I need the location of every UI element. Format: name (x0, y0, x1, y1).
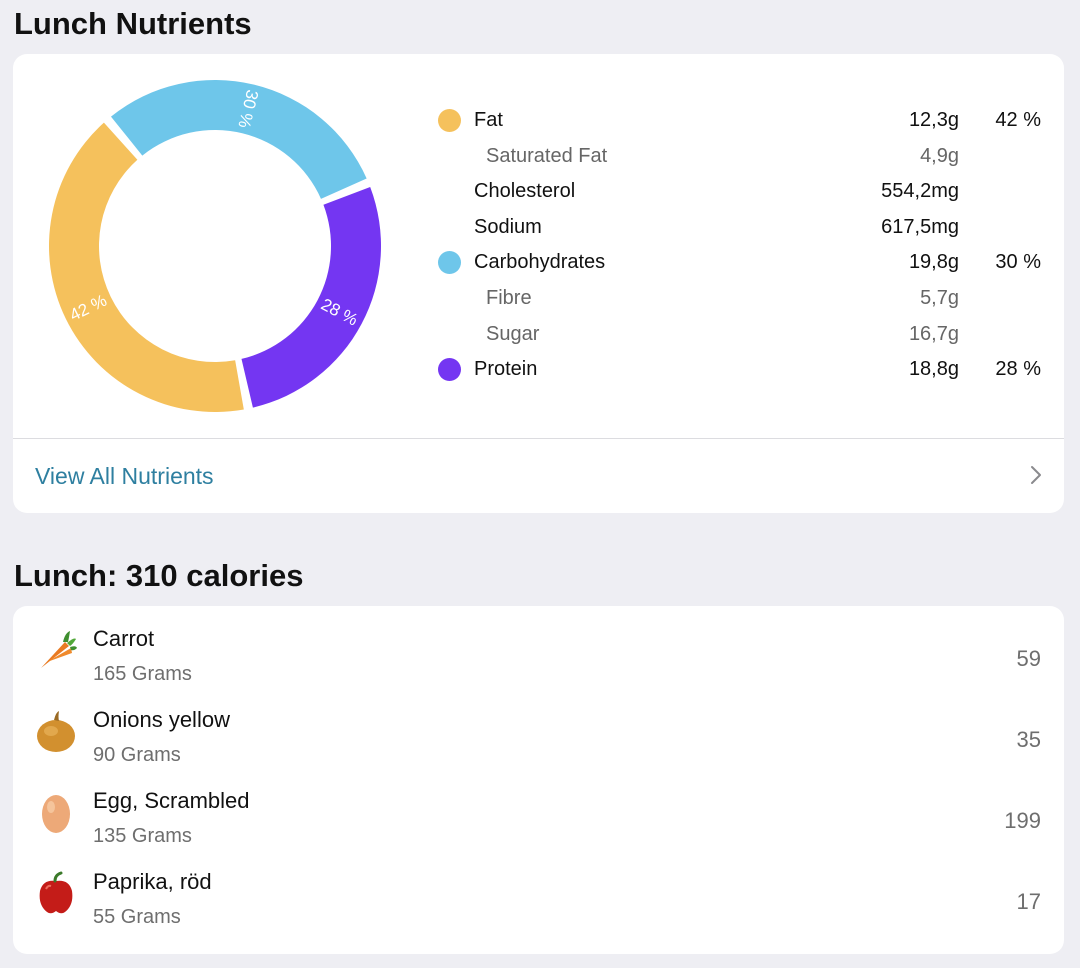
nutrient-amount: 617,5mg (881, 215, 959, 238)
nutrient-percent: 30 % (995, 251, 1041, 274)
food-name: Onions yellow (93, 707, 230, 732)
food-name: Paprika, röd (93, 869, 212, 894)
nutrient-name: Saturated Fat (486, 144, 608, 167)
legend-row: Sodium 617,5mg (438, 209, 1044, 245)
legend-row: Carbohydrates 19,8g 30 % (438, 244, 1044, 280)
nutrient-name: Sugar (486, 322, 540, 345)
food-list-item[interactable]: Egg, Scrambled 135 Grams 199 (13, 768, 1064, 849)
nutrient-name: Protein (474, 358, 538, 381)
food-name: Egg, Scrambled (93, 788, 250, 813)
nutrient-amount: 554,2mg (881, 180, 959, 203)
food-list-item[interactable]: Paprika, röd 55 Grams 17 (13, 849, 1064, 930)
food-quantity: 90 Grams (93, 744, 181, 766)
nutrient-percent: 42 % (995, 109, 1041, 131)
nutrient-name: Fat (474, 109, 503, 131)
food-name: Carrot (93, 626, 155, 651)
lunch-section-title: Lunch: 310 calories (14, 558, 304, 593)
nutrients-card: 42 % 30 % 28 % Fat 12,3g 42 % Saturated Fat 4,… (13, 54, 1064, 513)
food-quantity: 55 Grams (93, 906, 181, 928)
legend-row: Sugar 16,7g (438, 316, 1044, 352)
food-calories: 35 (1016, 727, 1041, 752)
nutrient-name: Cholesterol (474, 180, 576, 203)
nutrient-amount: 18,8g (908, 358, 959, 381)
legend-row: Saturated Fat 4,9g (438, 138, 1044, 174)
legend-color-dot (438, 251, 461, 275)
food-list-item[interactable]: Onions yellow 90 Grams 35 (13, 687, 1064, 768)
donut-slice-carbohydrates (110, 79, 367, 199)
nutrient-amount: 4,9g (920, 144, 959, 167)
nutrients-section-title: Lunch Nutrients (14, 6, 252, 41)
nutrient-name: Sodium (474, 215, 542, 238)
food-quantity: 135 Grams (93, 825, 192, 847)
nutrient-percent: 28 % (995, 358, 1041, 381)
food-calories: 59 (1016, 646, 1041, 671)
nutrient-amount: 19,8g (908, 251, 959, 274)
food-quantity: 165 Grams (93, 663, 192, 685)
legend-color-dot (438, 358, 461, 382)
nutrient-amount: 5,7g (920, 286, 959, 309)
legend-row: Cholesterol 554,2mg (438, 173, 1044, 209)
onion-icon (35, 709, 77, 753)
food-list-card: Carrot 165 Grams 59 Onions yellow 90 Grams 35… (13, 606, 1064, 954)
donut-slice-fat (49, 122, 244, 412)
carrot-icon (35, 628, 77, 672)
view-all-nutrients-button[interactable]: View All Nutrients (13, 439, 1064, 513)
legend-row: Fat 12,3g 42 % (438, 102, 1044, 138)
nutrient-name: Carbohydrates (474, 251, 606, 274)
nutrient-name: Fibre (486, 286, 532, 309)
nutrient-amount: 16,7g (908, 322, 959, 345)
food-calories: 17 (1016, 889, 1041, 914)
chevron-right-icon (1031, 466, 1041, 484)
legend-color-dot (438, 109, 461, 132)
legend-row: Protein 18,8g 28 % (438, 351, 1044, 387)
donut-slice-protein (241, 187, 381, 408)
macro-donut-chart: 42 %30 %28 % (49, 79, 381, 412)
nutrient-amount: 12,3g (908, 109, 959, 131)
food-calories: 199 (1004, 808, 1041, 833)
divider (13, 438, 1064, 439)
legend-row: Fibre 5,7g (438, 280, 1044, 316)
nutrient-legend: Fat 12,3g 42 % Saturated Fat 4,9g Cholesterol… (438, 102, 1044, 387)
view-all-nutrients-label: View All Nutrients (35, 463, 214, 489)
egg-icon (35, 790, 77, 834)
bell-pepper-icon (35, 871, 77, 915)
food-list-item[interactable]: Carrot 165 Grams 59 (13, 606, 1064, 687)
